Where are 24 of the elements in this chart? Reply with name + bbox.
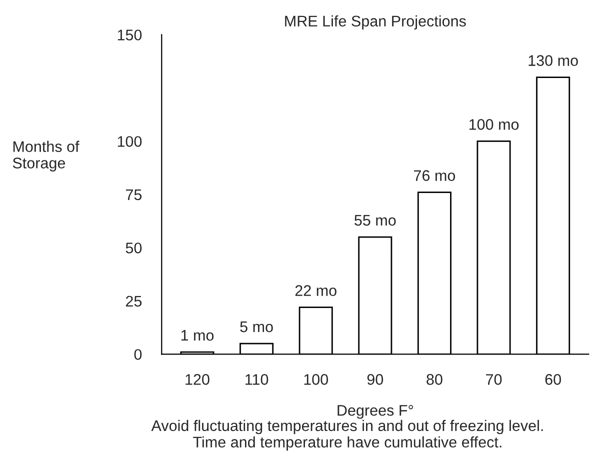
x-tick-label: 120 [186,374,210,385]
y-axis-title: Months of Storage [12,140,80,172]
y-tick-label: 100 [118,136,142,147]
x-axis-title: Degrees F° [338,404,413,419]
x-tick-label: 80 [426,374,442,385]
data-label: 5 mo [240,322,273,332]
x-tick-label: 110 [246,374,268,385]
x-tick-label: 70 [486,374,502,385]
data-label: 130 mo [528,55,578,66]
x-tick-label: 90 [367,374,384,385]
y-tick-label: 50 [126,242,142,254]
data-label: 76 mo [414,170,456,181]
y-tick-label: 25 [126,296,142,307]
x-tick-label: 100 [304,374,328,385]
x-tick-label: 60 [545,374,561,385]
data-label: 1 mo [181,330,214,341]
data-label: 55 mo [354,215,396,226]
data-label: 100 mo [469,119,519,130]
data-label: 22 mo [295,285,336,296]
chart-title: MRE Life Span Projections [285,15,466,30]
y-tick-label: 150 [118,30,142,40]
y-tick-label: 0 [134,349,142,360]
y-tick-label: 75 [126,189,142,200]
text: Avoid fluctuating temperatures in and out of freezing level. Time and temperature have cumulative effect. [151,420,543,451]
